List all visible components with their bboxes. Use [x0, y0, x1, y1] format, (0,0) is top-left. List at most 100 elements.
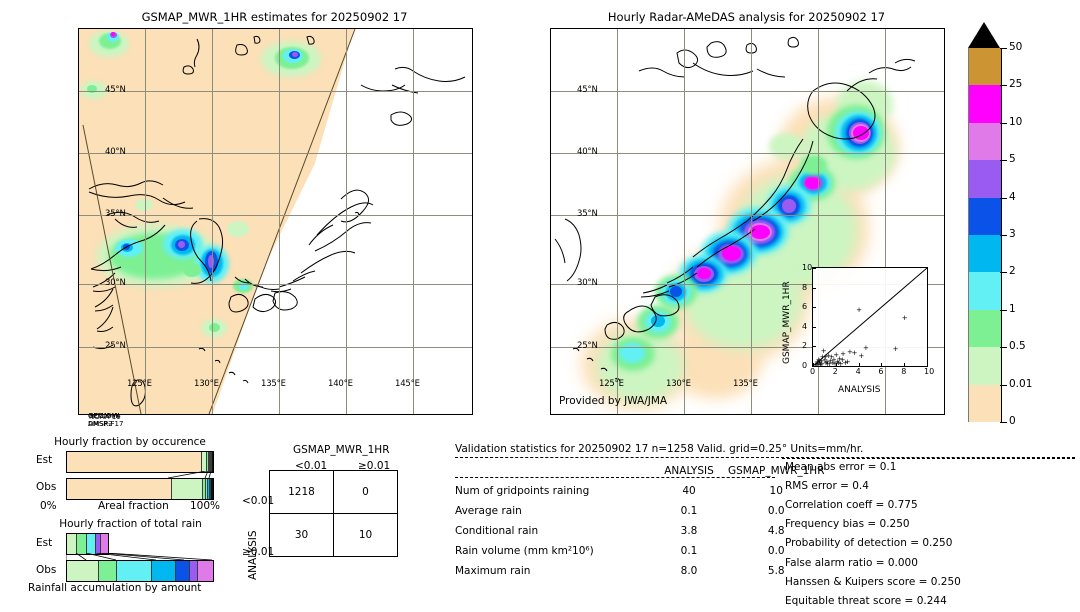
bar-segment	[202, 452, 207, 472]
gsmap-estimates-map[interactable]: 45°N 40°N 35°N 30°N 25°N 125°E 130°E 135…	[78, 28, 473, 415]
colorbar-label: 5	[1009, 153, 1016, 166]
right-map-gridline-lat	[551, 91, 944, 92]
bar-segment	[208, 479, 210, 499]
colorbar-tick	[1000, 422, 1007, 423]
validation-col-header-gsmap: GSMAP_MWR_1HR	[728, 465, 825, 477]
left-map-gridline-lat	[79, 91, 472, 92]
bar-segment	[202, 479, 207, 499]
colorbar-segment	[968, 160, 1002, 198]
validation-row-label: Maximum rain	[455, 565, 531, 577]
validation-value-analysis: 0.1	[680, 545, 698, 557]
bar-segment	[206, 479, 209, 499]
scatter-point: +	[814, 358, 821, 367]
scatter-point: +	[815, 355, 822, 364]
bar-segment	[211, 479, 213, 499]
scatter-x-tick	[813, 363, 814, 366]
precip-blob	[801, 155, 827, 175]
validation-score-line: Equitable threat score = 0.244	[785, 594, 947, 607]
bar-segment	[176, 561, 190, 581]
scatter-x-tick-label: 6	[878, 367, 884, 376]
validation-col-header-blank	[455, 461, 650, 481]
right-map-gridline-lat	[551, 284, 944, 285]
precip-blob	[209, 323, 220, 332]
scatter-point: +	[892, 344, 899, 353]
divider	[455, 477, 775, 478]
contingency-row-header-1: ≥0.01	[242, 546, 275, 558]
bar-segment	[209, 452, 211, 472]
colorbar-label: 0.5	[1009, 340, 1026, 353]
scatter-point: +	[815, 360, 821, 369]
table-row: 30 10	[269, 513, 398, 557]
colorbar-tick	[1000, 122, 1007, 124]
scatter-x-tick-label: 10	[924, 367, 935, 376]
validation-value-analysis: 8.0	[680, 565, 698, 577]
left-map-lat-label: 40°N	[105, 147, 126, 157]
scatter-point: +	[837, 359, 844, 368]
colorbar-tick	[1000, 309, 1007, 311]
scatter-point: +	[832, 360, 838, 368]
colorbar-label: 0.01	[1009, 377, 1033, 390]
satellite-label: GPM/GMI	[88, 412, 120, 420]
left-map-gridline-lat	[79, 284, 472, 285]
bar-segment	[210, 452, 212, 472]
scatter-y-tick-label: 2	[802, 341, 808, 351]
scatter-point: +	[816, 358, 823, 367]
precip-blob	[670, 286, 682, 297]
satellite-label: DMSP-F17	[88, 420, 124, 428]
radar-amedas-map[interactable]: 45°N 40°N 35°N 30°N 25°N 125°E 130°E 135…	[550, 28, 945, 415]
scatter-point: +	[851, 348, 858, 357]
table-row: Conditional rain 3.8 4.8	[455, 521, 824, 541]
occurrence-bar-obs	[66, 478, 214, 500]
right-map-gridline-lon	[684, 29, 685, 414]
validation-statistics: Validation statistics for 20250902 17 n=…	[455, 443, 1075, 607]
validation-table: ANALYSIS GSMAP_MWR_1HR Num of gridpoints…	[455, 461, 824, 581]
scatter-point: +	[822, 352, 829, 361]
scatter-point: +	[821, 355, 828, 364]
scatter-y-tick	[813, 346, 816, 348]
bar-segment	[206, 452, 209, 472]
contingency-row-header-0: <0.01	[242, 495, 275, 507]
colorbar-segment	[968, 48, 1002, 86]
left-map-lon-label: 135°E	[261, 379, 286, 389]
scatter-identity-line	[813, 268, 927, 366]
right-map-lon-label: 125°E	[599, 379, 624, 389]
contingency-cell-hit: 10	[333, 513, 398, 557]
bar-segment	[67, 561, 100, 581]
bar-segment	[67, 452, 203, 472]
validation-row-label: Conditional rain	[455, 525, 539, 537]
colorbar-segment	[968, 347, 1002, 385]
scatter-x-tick-label: 4	[855, 367, 861, 376]
validation-scores: Mean abs error = 0.1 RMS error = 0.4 Corre…	[785, 457, 961, 611]
table-row: Rain volume (mm km²10⁶) 0.1 0.0	[455, 541, 824, 561]
occurrence-bar-est	[66, 451, 214, 473]
right-map-canvas: 45°N 40°N 35°N 30°N 25°N 125°E 130°E 135…	[551, 29, 944, 414]
left-map-lat-label: 35°N	[105, 209, 126, 219]
scatter-point: +	[824, 360, 831, 369]
scatter-point: +	[839, 356, 846, 365]
colorbar-label: 2	[1009, 265, 1016, 278]
scatter-point: +	[819, 360, 825, 369]
validation-value-gsmap: 5.8	[767, 565, 785, 577]
colorbar-segment	[968, 309, 1002, 348]
colorbar-segment	[968, 122, 1002, 161]
bar-segment	[211, 452, 213, 472]
satellite-label: GCOM-W	[88, 412, 120, 420]
scatter-point: +	[856, 305, 862, 314]
contingency-cell-miss: 30	[269, 513, 334, 557]
precip-blob	[123, 244, 130, 250]
scatter-x-tick	[904, 363, 906, 366]
accumulation-chart-title: Hourly fraction of total rain	[59, 518, 202, 530]
precip-blob	[697, 268, 711, 279]
satellite-label: NOAA-19	[89, 412, 121, 421]
occurrence-row-label-obs: Obs	[36, 481, 57, 493]
scatter-point: +	[835, 358, 842, 367]
scatter-y-tick	[813, 287, 816, 289]
scatter-axes: 0 2 4 6 8 10 0 2 4 6 8 10	[802, 263, 934, 376]
scatter-plot-inset[interactable]: + + + + + + + + + + + + + + + + + + + + + + + + + + + + + + + + + + + + + + + +…	[802, 263, 934, 376]
scatter-point: +	[812, 360, 819, 369]
right-map-gridline-lon	[885, 29, 886, 414]
validation-value-gsmap: 10	[769, 485, 783, 497]
scatter-point: +	[827, 356, 834, 365]
validation-score-line: Probability of detection = 0.250	[785, 537, 953, 550]
